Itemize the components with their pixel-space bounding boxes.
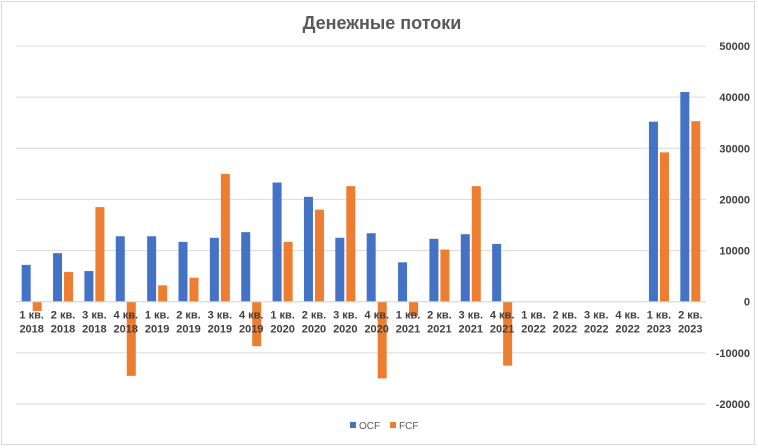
x-tick-label: 2 кв. 2020 (302, 310, 327, 336)
x-tick-label: 1 кв. 2022 (521, 310, 546, 336)
bar-ocf (680, 92, 690, 302)
x-tick-label: 3 кв. 2022 (584, 310, 609, 336)
x-tick-label: 1 кв. 2021 (396, 310, 421, 336)
x-tick-label: 4 кв. 2020 (364, 310, 389, 336)
x-tick-label: 3 кв. 2021 (459, 310, 484, 336)
bar-ocf (272, 182, 282, 302)
bar-fcf (283, 241, 293, 302)
bar-ocf (303, 196, 313, 302)
legend-swatch-fcf (390, 422, 396, 428)
bar-ocf (178, 241, 188, 302)
bar-ocf (209, 237, 219, 302)
bar-fcf (314, 209, 324, 302)
chart-title: Денежные потоки (303, 13, 462, 33)
bar-fcf (158, 285, 168, 302)
gridlines (16, 45, 706, 405)
x-tick-label: 1 кв. 2018 (19, 310, 44, 336)
bar-ocf (335, 237, 345, 302)
x-tick-label: 2 кв. 2021 (427, 310, 452, 336)
bar-fcf (440, 249, 450, 302)
bar-fcf (32, 301, 42, 311)
x-tick-label: 3 кв. 2020 (333, 310, 358, 336)
y-tick-label: -10000 (716, 348, 750, 360)
bar-fcf (409, 301, 419, 317)
x-tick-label: 3 кв. 2019 (208, 310, 233, 336)
x-tick-label: 2 кв. 2023 (678, 310, 703, 336)
legend-swatch-ocf (350, 422, 356, 428)
bar-ocf (53, 253, 63, 302)
bar-fcf (503, 301, 513, 366)
bar-ocf (492, 243, 502, 302)
bar-fcf (471, 186, 481, 302)
bar-ocf (147, 236, 157, 302)
bar-ocf (366, 233, 376, 302)
bar-fcf (659, 152, 669, 302)
bar-fcf (64, 272, 74, 302)
bar-fcf (220, 173, 230, 302)
x-tick-label: 4 кв. 2019 (239, 310, 264, 336)
x-tick-label: 2 кв. 2019 (176, 310, 201, 336)
y-tick-label: 10000 (719, 246, 750, 258)
bars (21, 92, 701, 379)
x-tick-label: 3 кв. 2018 (82, 310, 107, 336)
y-tick-label: 20000 (719, 194, 750, 206)
bar-fcf (252, 301, 262, 347)
bar-ocf (398, 262, 408, 302)
y-axis-ticks: -20000 -10000 0 10000 20000 30000 40000 50000 (716, 41, 750, 411)
bar-fcf (346, 186, 356, 302)
y-tick-label: 0 (744, 297, 750, 309)
legend: OCF FCF (350, 421, 418, 432)
bar-fcf (377, 301, 387, 379)
x-tick-label: 2 кв. 2022 (553, 310, 578, 336)
y-tick-label: 40000 (719, 92, 750, 104)
x-tick-label: 4 кв. 2022 (615, 310, 640, 336)
x-tick-label: 2 кв. 2018 (51, 310, 76, 336)
bar-ocf (429, 238, 439, 302)
y-tick-label: -20000 (716, 399, 750, 411)
bar-ocf (115, 236, 125, 302)
legend-label-fcf: FCF (399, 421, 418, 432)
x-tick-label: 1 кв. 2020 (270, 310, 295, 336)
x-tick-label: 4 кв. 2021 (490, 310, 515, 336)
bar-fcf (126, 301, 136, 376)
bar-fcf (189, 277, 199, 302)
x-tick-label: 1 кв. 2019 (145, 310, 170, 336)
bar-ocf (21, 264, 31, 302)
bar-ocf (648, 121, 658, 302)
legend-label-ocf: OCF (359, 421, 380, 432)
y-tick-label: 50000 (719, 41, 750, 53)
bar-ocf (460, 234, 470, 302)
bar-ocf (84, 271, 94, 302)
x-tick-label: 4 кв. 2018 (114, 310, 139, 336)
bar-fcf (95, 207, 105, 302)
bar-fcf (691, 121, 701, 302)
x-tick-label: 1 кв. 2023 (647, 310, 672, 336)
bar-ocf (241, 232, 251, 302)
y-tick-label: 30000 (719, 143, 750, 155)
